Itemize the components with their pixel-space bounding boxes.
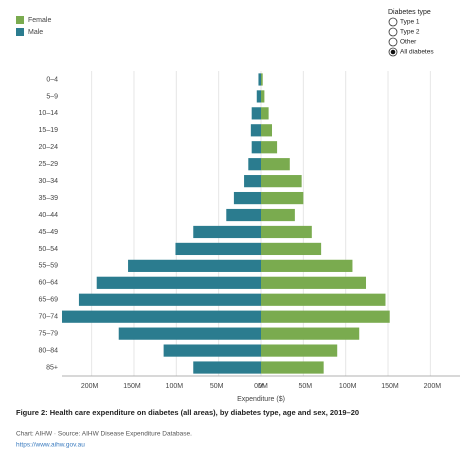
bar xyxy=(226,208,261,222)
x-tick-label: 200M xyxy=(81,383,99,390)
bar xyxy=(261,158,290,171)
bar xyxy=(261,107,269,120)
radio-button[interactable] xyxy=(388,17,398,27)
x-tick-label: 0M xyxy=(254,383,264,390)
x-axis-label: Expenditure ($) xyxy=(237,396,285,403)
y-tick-label: 45–49 xyxy=(39,229,59,236)
y-tick-label: 50–54 xyxy=(39,246,59,253)
radio-label[interactable]: All diabetes xyxy=(400,49,434,56)
bar xyxy=(261,124,273,137)
bar xyxy=(244,175,261,188)
y-tick-label: 20–24 xyxy=(39,144,59,151)
bar xyxy=(261,361,324,374)
filter-title: Diabetes type xyxy=(388,9,431,16)
y-tick-label: 35–39 xyxy=(39,195,59,202)
legend-label: Male xyxy=(28,29,43,36)
y-tick-label: 10–14 xyxy=(39,110,59,117)
y-tick-label: 80–84 xyxy=(39,347,59,354)
x-tick-label: 100M xyxy=(339,383,357,390)
y-tick-label: 85+ xyxy=(46,364,58,371)
y-tick-label: 55–59 xyxy=(39,263,59,270)
radio-button[interactable] xyxy=(388,37,398,47)
bar xyxy=(261,141,278,154)
y-tick-label: 65–69 xyxy=(39,297,59,304)
bar xyxy=(96,276,261,289)
x-tick-label: 200M xyxy=(424,383,442,390)
bar xyxy=(261,293,386,306)
y-tick-label: 15–19 xyxy=(39,127,59,134)
radio-label[interactable]: Type 1 xyxy=(400,19,420,26)
y-tick-label: 40–44 xyxy=(39,212,59,219)
x-tick-label: 150M xyxy=(123,383,141,390)
bar xyxy=(261,191,304,205)
source-link[interactable]: https://www.aihw.gov.au xyxy=(16,442,85,449)
bar xyxy=(250,124,261,137)
bar xyxy=(248,158,261,171)
bar xyxy=(261,208,295,222)
y-tick-label: 75–79 xyxy=(39,330,59,337)
y-tick-label: 70–74 xyxy=(39,314,59,321)
bar xyxy=(258,73,261,86)
bar xyxy=(261,73,263,86)
x-tick-label: 0M xyxy=(258,383,268,390)
x-tick-label: 50M xyxy=(299,383,313,390)
bar xyxy=(261,276,367,289)
radio-label[interactable]: Type 2 xyxy=(400,29,420,36)
bar xyxy=(163,344,261,357)
bar xyxy=(261,344,338,357)
bar xyxy=(261,225,312,239)
x-tick-label: 100M xyxy=(166,383,184,390)
bar xyxy=(175,242,261,256)
radio-dot xyxy=(390,49,396,55)
y-tick-label: 30–34 xyxy=(39,178,59,185)
radio-label[interactable]: Other xyxy=(400,39,417,46)
legend-swatch xyxy=(16,16,24,24)
y-tick-label: 60–64 xyxy=(39,280,59,287)
bar xyxy=(128,259,261,272)
chart-source: Chart: AIHW · Source: AIHW Disease Expen… xyxy=(16,431,192,438)
bar xyxy=(251,107,261,120)
legend-label: Female xyxy=(28,17,51,24)
bar xyxy=(193,361,261,374)
bar xyxy=(251,141,261,154)
bar xyxy=(261,259,353,272)
bar xyxy=(78,293,261,306)
bar xyxy=(261,175,302,188)
bar xyxy=(261,90,265,103)
bar xyxy=(193,225,261,239)
y-tick-label: 25–29 xyxy=(39,161,59,168)
bar xyxy=(118,327,261,340)
bar xyxy=(261,242,322,256)
bar xyxy=(256,90,261,103)
legend-swatch xyxy=(16,28,24,36)
bar xyxy=(261,327,360,340)
y-tick-label: 0–4 xyxy=(46,76,58,83)
bar xyxy=(261,310,390,323)
bar xyxy=(62,310,261,323)
x-tick-label: 150M xyxy=(381,383,399,390)
chart-title: Figure 2: Health care expenditure on dia… xyxy=(16,408,359,417)
x-tick-label: 50M xyxy=(210,383,224,390)
y-tick-label: 5–9 xyxy=(46,93,58,100)
bar xyxy=(233,191,261,205)
radio-button[interactable] xyxy=(388,27,398,37)
